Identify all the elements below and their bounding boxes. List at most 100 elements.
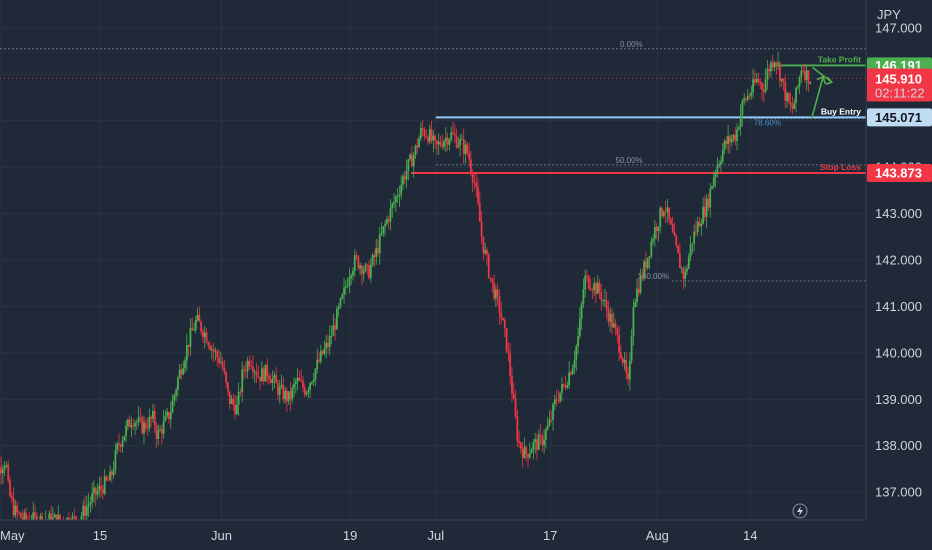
candle-body xyxy=(246,360,249,372)
candle-body xyxy=(203,332,206,338)
candle-body xyxy=(536,439,538,450)
candle-body xyxy=(18,511,20,513)
candle-body xyxy=(0,467,2,474)
candle-body xyxy=(112,469,115,476)
candle-body xyxy=(291,387,294,400)
candle-body xyxy=(775,62,778,65)
candle-body xyxy=(282,384,285,400)
candle-body xyxy=(793,102,796,109)
candle-body xyxy=(587,275,590,289)
candle-body xyxy=(325,342,328,349)
candle-body xyxy=(787,93,790,103)
candle-body xyxy=(260,368,263,382)
x-tick-label: 17 xyxy=(543,528,557,543)
candle-body xyxy=(205,332,208,343)
candle-body xyxy=(314,368,317,380)
candle-body xyxy=(223,367,226,373)
candle-body xyxy=(748,95,751,97)
candle-body xyxy=(132,425,135,427)
candle-body xyxy=(198,314,201,322)
candle-body xyxy=(428,129,431,142)
candle-body xyxy=(596,282,599,294)
candle-body xyxy=(570,372,572,375)
candle-body xyxy=(753,79,756,83)
candle-body xyxy=(80,516,83,522)
projection-arrows xyxy=(810,66,834,119)
candle-body xyxy=(805,70,808,80)
candle-body xyxy=(255,371,258,376)
candle-body xyxy=(162,420,165,434)
candle-body xyxy=(487,254,490,278)
candle-body xyxy=(100,486,103,490)
candle-body xyxy=(94,487,97,495)
candle-body xyxy=(555,399,558,401)
price-tag-label: 145.071 xyxy=(875,110,922,125)
candle-body xyxy=(804,71,806,80)
candle-body xyxy=(271,378,274,384)
candle-body xyxy=(634,301,637,308)
candle-body xyxy=(723,140,726,151)
candle-body xyxy=(425,136,428,137)
candle-body xyxy=(387,219,390,222)
candle-body xyxy=(146,428,149,430)
candle-body xyxy=(462,139,465,155)
candle-body xyxy=(171,400,174,413)
candle-body xyxy=(386,219,388,224)
candle-body xyxy=(661,207,663,216)
candle-body xyxy=(357,256,360,269)
candle-body xyxy=(475,182,478,188)
candle-body xyxy=(273,375,276,379)
candle-body xyxy=(371,255,374,266)
candle-body xyxy=(771,62,774,68)
candle-body xyxy=(105,476,108,480)
countdown-label: 02:11:22 xyxy=(875,85,925,100)
candle-body xyxy=(166,412,169,416)
candle-body xyxy=(459,139,462,146)
candle-body xyxy=(330,335,333,337)
level-annotation: Stop Loss xyxy=(820,162,861,172)
candle-body xyxy=(693,231,696,244)
candle-body xyxy=(687,256,690,269)
candle-body xyxy=(703,206,706,217)
candle-body xyxy=(707,198,710,208)
x-tick-label: Aug xyxy=(646,528,669,543)
candle-body xyxy=(402,176,404,185)
candle-body xyxy=(128,419,131,428)
candle-body xyxy=(225,372,228,383)
candle-body xyxy=(578,318,581,337)
candle-body xyxy=(346,285,349,287)
candle-body xyxy=(409,154,412,160)
y-tick-label: 137.000 xyxy=(875,485,922,500)
lightning-icon xyxy=(792,503,808,519)
candle-body xyxy=(210,348,213,350)
candle-body xyxy=(514,398,517,417)
candle-body xyxy=(646,257,649,268)
candle-body xyxy=(121,440,124,447)
candle-body xyxy=(268,376,270,380)
candle-body xyxy=(657,226,660,232)
candle-body xyxy=(711,186,713,189)
candle-body xyxy=(737,127,740,130)
candle-body xyxy=(521,448,524,459)
candle-body xyxy=(727,136,729,144)
candle-body xyxy=(89,502,92,505)
candle-body xyxy=(437,141,440,145)
candle-body xyxy=(334,325,337,330)
candle-body xyxy=(618,334,621,353)
candle-body xyxy=(666,207,669,213)
candle-body xyxy=(448,139,451,145)
candle-body xyxy=(628,360,631,380)
candle-body xyxy=(130,425,133,428)
candle-body xyxy=(720,161,722,165)
candle-body xyxy=(607,309,610,322)
candle-body xyxy=(212,348,215,352)
candle-body xyxy=(593,283,596,291)
candle-body xyxy=(466,144,469,153)
candle-body xyxy=(180,369,183,375)
arrow-up xyxy=(810,76,824,119)
candle-body xyxy=(9,480,11,497)
candle-body xyxy=(457,145,460,148)
candle-body xyxy=(310,382,313,384)
